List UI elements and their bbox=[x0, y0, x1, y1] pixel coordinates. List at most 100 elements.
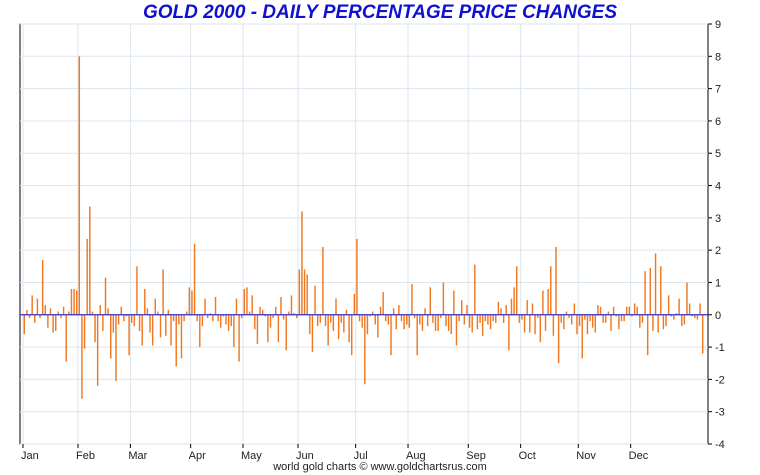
bar bbox=[387, 314, 390, 325]
bar bbox=[571, 314, 573, 325]
bar bbox=[665, 314, 667, 327]
y-tick-label: 9 bbox=[715, 19, 721, 31]
bar bbox=[348, 314, 350, 343]
bar bbox=[34, 314, 36, 323]
bar bbox=[605, 314, 607, 323]
x-axis-ticks: Jan Feb Mar Apr May Jun Jul Aug Sep Oct Nov Dec bbox=[21, 444, 649, 462]
bar bbox=[599, 306, 602, 315]
bar bbox=[405, 314, 408, 325]
bar bbox=[484, 314, 487, 322]
x-tick-label: Jul bbox=[354, 450, 368, 462]
bar bbox=[492, 314, 494, 322]
bar bbox=[594, 314, 597, 333]
bar bbox=[390, 314, 392, 356]
bar bbox=[225, 314, 227, 325]
bar bbox=[442, 282, 445, 315]
bar bbox=[256, 314, 259, 344]
bar bbox=[154, 298, 156, 315]
bar bbox=[193, 243, 196, 315]
bar bbox=[673, 314, 675, 320]
bar bbox=[461, 300, 463, 315]
bar bbox=[337, 314, 340, 339]
bar bbox=[298, 269, 301, 315]
bar bbox=[159, 314, 162, 338]
bar bbox=[392, 308, 395, 315]
bar bbox=[371, 311, 374, 315]
bar bbox=[141, 314, 143, 346]
bar bbox=[529, 314, 531, 333]
bar bbox=[701, 314, 704, 354]
bar bbox=[476, 314, 479, 330]
y-tick-label: -3 bbox=[715, 407, 725, 419]
bar bbox=[222, 314, 225, 317]
bar bbox=[73, 288, 75, 315]
x-tick-label: Jan bbox=[21, 450, 39, 462]
x-tick-label: Apr bbox=[189, 450, 206, 462]
bar bbox=[589, 314, 591, 322]
bar bbox=[75, 290, 78, 315]
bar bbox=[550, 266, 552, 315]
bar bbox=[662, 314, 665, 330]
bar bbox=[44, 305, 46, 315]
bar bbox=[468, 314, 471, 328]
bar bbox=[696, 314, 699, 320]
bar bbox=[675, 313, 678, 315]
bar bbox=[70, 288, 73, 315]
bar bbox=[217, 314, 219, 322]
chart-title: GOLD 2000 - DAILY PERCENTAGE PRICE CHANG… bbox=[142, 2, 618, 23]
bar bbox=[508, 314, 510, 351]
bar bbox=[610, 314, 612, 331]
bar bbox=[282, 314, 285, 320]
bar bbox=[437, 314, 439, 331]
bar bbox=[36, 298, 39, 315]
bar bbox=[83, 314, 86, 349]
bar bbox=[199, 314, 201, 348]
y-tick-label: 6 bbox=[715, 116, 721, 128]
bar bbox=[542, 290, 544, 315]
bar bbox=[591, 314, 594, 328]
bar bbox=[361, 314, 363, 328]
bar bbox=[683, 314, 686, 325]
bar bbox=[248, 311, 251, 315]
bar bbox=[167, 309, 170, 315]
bar bbox=[691, 314, 693, 317]
bar bbox=[172, 314, 175, 322]
bar bbox=[481, 314, 484, 336]
bar bbox=[426, 314, 429, 327]
bar bbox=[306, 274, 308, 315]
bar bbox=[123, 314, 125, 322]
bar bbox=[419, 314, 421, 325]
bar bbox=[565, 311, 568, 315]
bar bbox=[382, 292, 384, 315]
bar bbox=[96, 314, 99, 386]
bar bbox=[110, 314, 112, 359]
bar bbox=[660, 266, 662, 315]
bar bbox=[309, 314, 311, 335]
bar bbox=[86, 238, 88, 315]
bar bbox=[26, 309, 28, 315]
bar bbox=[434, 314, 437, 331]
bar bbox=[568, 314, 570, 318]
bar bbox=[641, 314, 644, 323]
gridlines bbox=[20, 23, 708, 445]
bar bbox=[295, 314, 298, 318]
bar-series bbox=[23, 56, 704, 399]
bar bbox=[214, 297, 217, 315]
bar bbox=[395, 314, 397, 330]
bar bbox=[688, 303, 691, 315]
bar bbox=[544, 314, 547, 331]
bar bbox=[99, 305, 101, 315]
bar bbox=[618, 314, 620, 330]
bar bbox=[275, 306, 277, 315]
bar bbox=[68, 311, 70, 315]
bar bbox=[699, 303, 701, 315]
bar bbox=[112, 314, 115, 333]
bar bbox=[510, 298, 513, 315]
chart-footer: world gold charts © www.goldchartsrus.co… bbox=[273, 461, 487, 473]
x-tick-label: Mar bbox=[128, 450, 147, 462]
x-tick-label: Feb bbox=[76, 450, 95, 462]
bar bbox=[552, 314, 555, 336]
bar bbox=[631, 314, 633, 317]
bar bbox=[277, 314, 280, 343]
bar bbox=[657, 314, 659, 333]
